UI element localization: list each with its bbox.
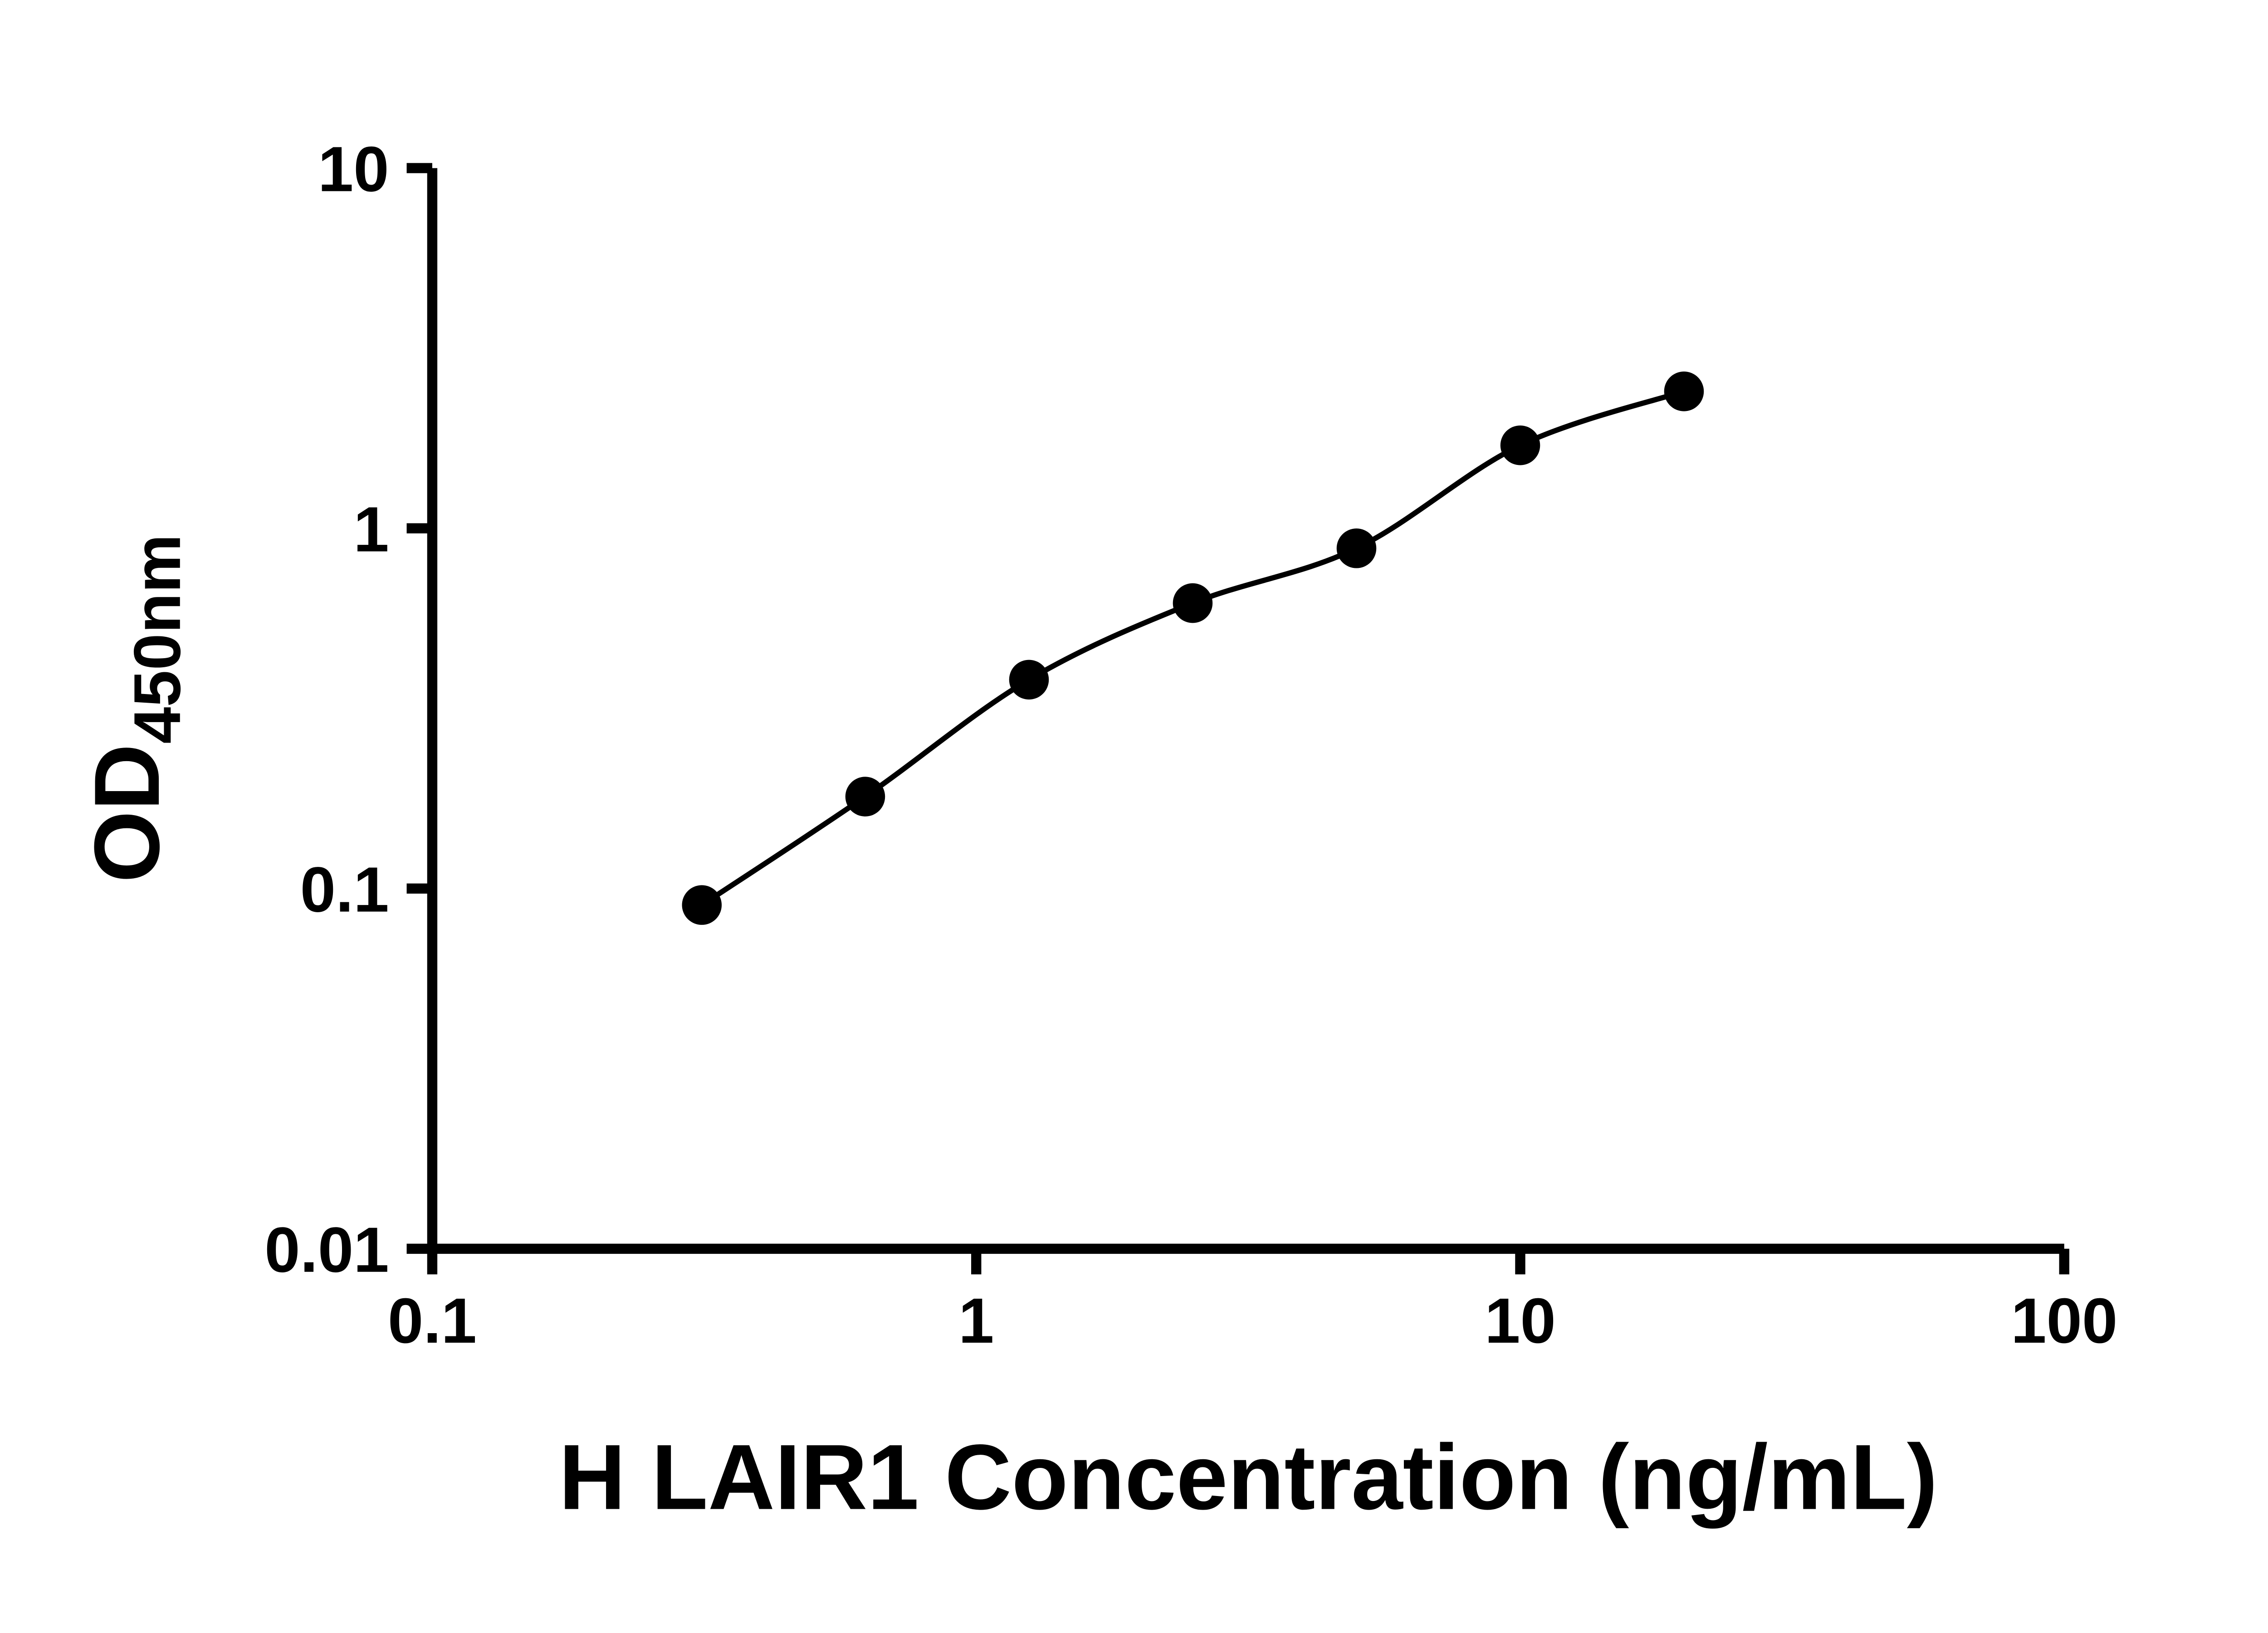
- data-point: [1173, 583, 1213, 623]
- y-axis-title-subscript: 450nm: [120, 534, 194, 744]
- y-tick-label: 10: [318, 133, 389, 205]
- x-axis-title: H LAIR1 Concentration (ng/mL): [559, 1426, 1938, 1529]
- x-tick-label: 10: [1485, 1285, 1556, 1356]
- data-point: [682, 885, 722, 925]
- data-point: [845, 777, 885, 816]
- data-point: [1500, 425, 1540, 465]
- data-point: [1009, 660, 1049, 700]
- data-point: [1336, 528, 1377, 568]
- y-axis-title-main: OD: [75, 744, 179, 883]
- x-tick-label: 100: [2011, 1285, 2117, 1356]
- x-tick-label: 1: [958, 1285, 994, 1356]
- data-point: [1664, 372, 1704, 411]
- y-axis-title: OD450nm: [75, 534, 194, 883]
- fit-curve: [700, 389, 1685, 908]
- y-tick-label: 1: [353, 493, 389, 565]
- axis-lines: [427, 168, 2064, 1254]
- x-tick-label: 0.1: [388, 1285, 477, 1356]
- y-tick-label: 0.01: [264, 1214, 389, 1286]
- y-tick-label: 0.1: [300, 854, 389, 925]
